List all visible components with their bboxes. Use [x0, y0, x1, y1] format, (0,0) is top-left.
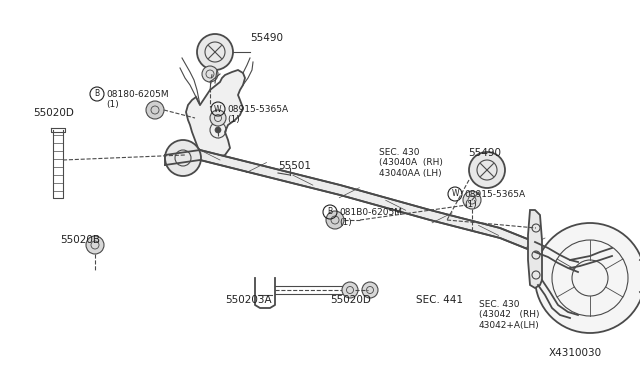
- Text: 55020D: 55020D: [330, 295, 371, 305]
- Text: 550203A: 550203A: [225, 295, 271, 305]
- Circle shape: [210, 110, 226, 126]
- Circle shape: [197, 34, 233, 70]
- Text: 55020B: 55020B: [60, 235, 100, 245]
- Circle shape: [146, 101, 164, 119]
- Text: X4310030: X4310030: [549, 348, 602, 358]
- Polygon shape: [528, 210, 542, 288]
- Text: 55020D: 55020D: [33, 108, 74, 118]
- Text: 55490: 55490: [468, 148, 501, 158]
- Text: W: W: [214, 105, 221, 113]
- Text: 55501: 55501: [278, 161, 311, 171]
- Circle shape: [326, 211, 344, 229]
- Polygon shape: [165, 150, 535, 252]
- Circle shape: [342, 282, 358, 298]
- Circle shape: [535, 223, 640, 333]
- Text: B: B: [95, 90, 100, 99]
- Circle shape: [202, 66, 218, 82]
- Text: B: B: [328, 208, 333, 217]
- Text: 081B0-6205M
(1): 081B0-6205M (1): [339, 208, 402, 227]
- Text: 08915-5365A
(1): 08915-5365A (1): [464, 190, 525, 209]
- Polygon shape: [186, 70, 245, 158]
- Text: SEC. 430
(43040A  (RH)
43040AA (LH): SEC. 430 (43040A (RH) 43040AA (LH): [379, 148, 443, 178]
- Text: W: W: [451, 189, 459, 199]
- Text: 08180-6205M
(1): 08180-6205M (1): [106, 90, 168, 109]
- Circle shape: [215, 127, 221, 133]
- Circle shape: [362, 282, 378, 298]
- Circle shape: [165, 140, 201, 176]
- Text: 55490: 55490: [250, 33, 283, 43]
- Circle shape: [463, 191, 481, 209]
- Circle shape: [86, 236, 104, 254]
- Text: SEC. 430
(43042   (RH)
43042+A(LH): SEC. 430 (43042 (RH) 43042+A(LH): [479, 300, 540, 330]
- Text: 08915-5365A
(1): 08915-5365A (1): [227, 105, 288, 124]
- Circle shape: [469, 152, 505, 188]
- Text: SEC. 441: SEC. 441: [416, 295, 463, 305]
